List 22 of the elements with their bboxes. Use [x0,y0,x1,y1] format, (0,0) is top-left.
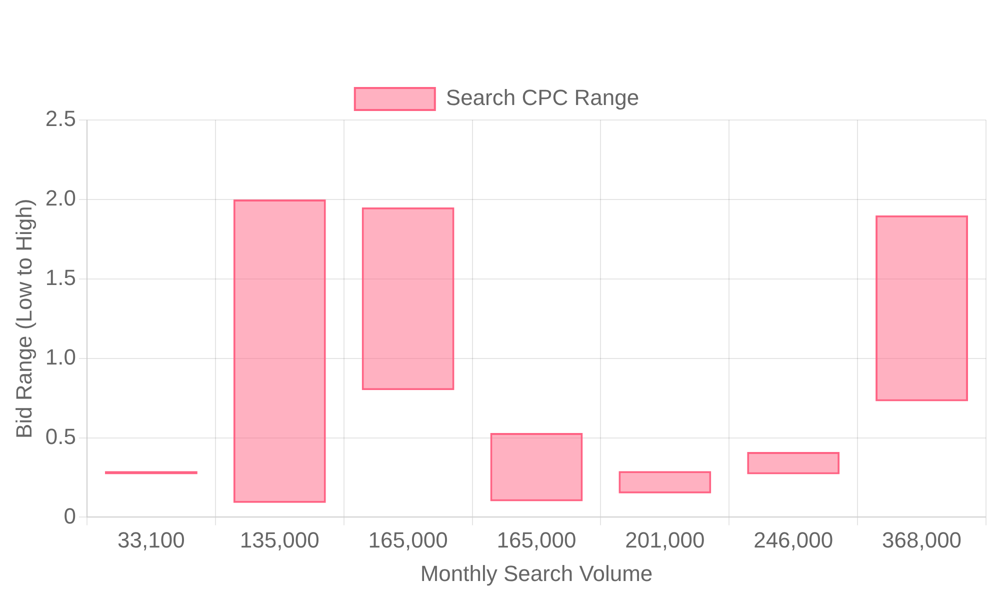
x-tick-label: 165,000 [368,527,448,552]
x-tick-label: 33,100 [118,527,185,552]
legend-label: Search CPC Range [446,85,640,110]
bar [362,207,454,390]
x-tick-label: 201,000 [625,527,705,552]
bar [618,471,712,494]
y-tick-label: 1.0 [45,344,76,370]
bar [490,432,583,502]
y-tick-label: 1.5 [45,264,76,290]
bar [747,452,840,474]
y-tick-label: 0.5 [45,424,76,449]
y-tick-label: 0 [64,503,76,528]
x-tick-label: 246,000 [754,527,834,552]
bar [876,215,968,402]
y-axis-title: Bid Range (Low to High) [11,198,36,438]
x-tick-label: 135,000 [240,527,320,552]
bar [233,199,326,503]
x-tick-label: 165,000 [496,527,576,552]
y-tick-label: 2.5 [45,106,76,132]
x-tick-label: 368,000 [882,527,962,552]
x-axis-title: Monthly Search Volume [420,560,653,586]
y-tick-label: 2.0 [45,186,76,211]
